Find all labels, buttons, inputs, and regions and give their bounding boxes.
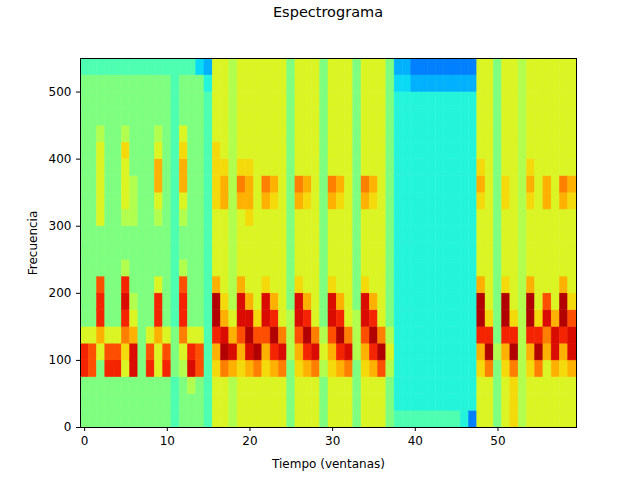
svg-text:500: 500 xyxy=(49,85,72,99)
svg-text:0: 0 xyxy=(64,420,72,434)
svg-text:Tiempo (ventanas): Tiempo (ventanas) xyxy=(271,457,385,471)
html-text:Espectrograma: Espectrograma xyxy=(273,4,383,20)
svg-text:100: 100 xyxy=(49,353,72,367)
svg-text:50: 50 xyxy=(490,434,505,448)
svg-text:40: 40 xyxy=(408,434,423,448)
svg-text:20: 20 xyxy=(242,434,257,448)
svg-text:10: 10 xyxy=(160,434,175,448)
svg-text:30: 30 xyxy=(325,434,340,448)
svg-text:200: 200 xyxy=(49,286,72,300)
svg-text:400: 400 xyxy=(49,152,72,166)
svg-text:300: 300 xyxy=(49,219,72,233)
svg-text:0: 0 xyxy=(81,434,89,448)
svg-text:Frecuencia: Frecuencia xyxy=(26,211,40,276)
